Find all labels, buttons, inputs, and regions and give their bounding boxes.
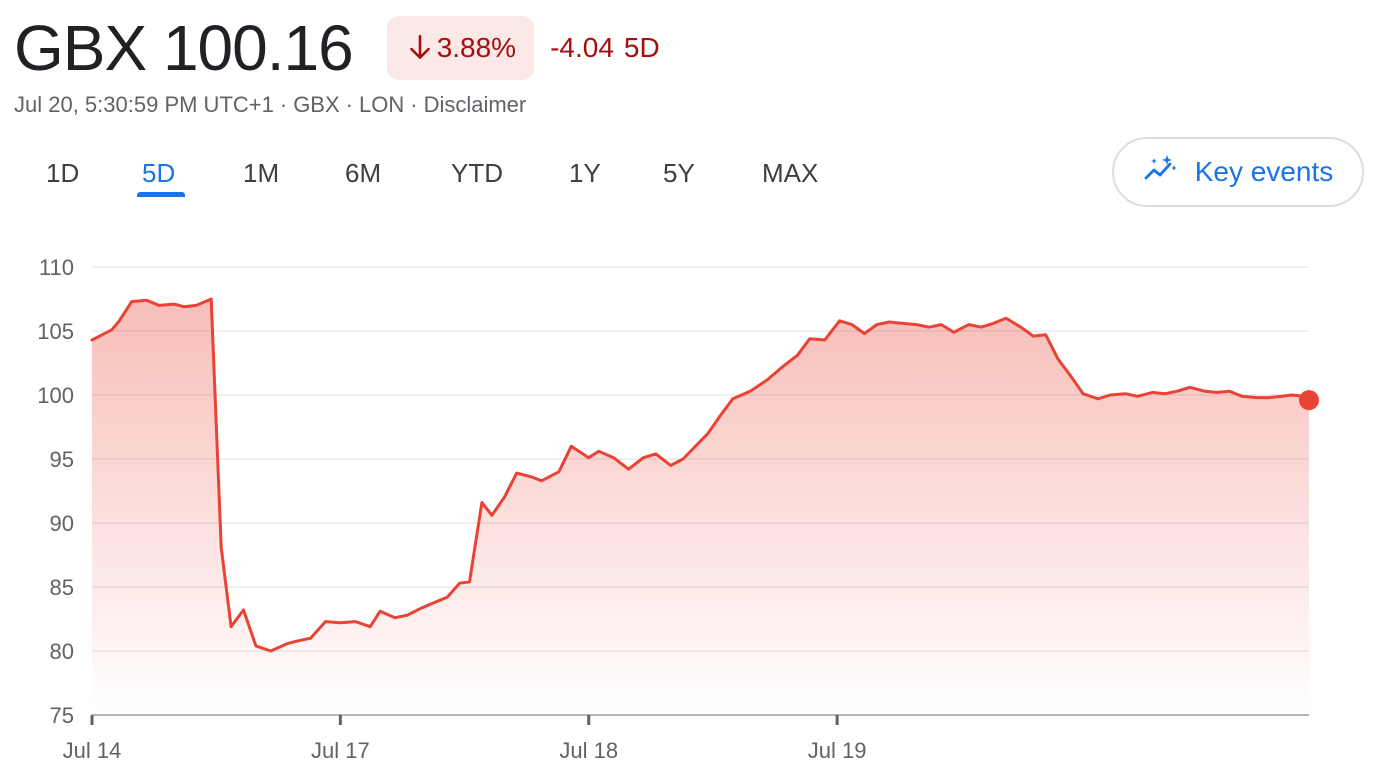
y-tick-label: 110: [39, 255, 74, 280]
exchange: LON: [358, 92, 405, 117]
tab-5y[interactable]: 5Y: [663, 158, 695, 188]
separator: ·: [279, 92, 288, 117]
currency: GBX: [293, 92, 340, 117]
change-percent: 3.88%: [436, 32, 517, 63]
sparkle-trend-icon: [1143, 151, 1179, 194]
timestamp: Jul 20, 5:30:59 PM UTC+1: [14, 92, 274, 117]
x-tick-label: Jul 18: [559, 738, 618, 763]
last-price-marker: [1299, 390, 1319, 411]
key-events-label: Key events: [1194, 156, 1334, 187]
current-price: GBX 100.16: [14, 12, 354, 84]
disclaimer-link[interactable]: Disclaimer: [423, 92, 527, 117]
y-axis-labels: 110 105 100 95 90 85 80 75: [37, 255, 74, 728]
active-tab-indicator: [137, 192, 185, 197]
separator: ·: [345, 92, 353, 117]
arrow-down-icon: [407, 33, 433, 63]
y-tick-label: 75: [50, 703, 74, 728]
tab-ytd[interactable]: YTD: [451, 158, 503, 188]
price-line: [90, 297, 1311, 653]
x-tick-label: Jul 19: [808, 738, 867, 763]
x-tick-label: Jul 14: [63, 738, 122, 763]
y-tick-label: 85: [50, 575, 74, 600]
tab-6m[interactable]: 6M: [345, 158, 382, 188]
tab-5d[interactable]: 5D: [142, 158, 176, 188]
separator: ·: [410, 92, 418, 117]
price-header: GBX 100.16 3.88% -4.04 5D: [14, 8, 660, 88]
change-absolute: -4.04 5D: [550, 32, 660, 64]
key-events-button[interactable]: Key events: [1112, 137, 1364, 207]
y-tick-label: 90: [50, 511, 74, 536]
change-period: 5D: [623, 32, 660, 63]
tab-1m[interactable]: 1M: [243, 158, 280, 188]
x-axis-ticks: Jul 14 Jul 17 Jul 18 Jul 19: [63, 715, 867, 763]
change-abs-value: -4.04: [550, 32, 614, 63]
tab-1y[interactable]: 1Y: [569, 158, 601, 188]
x-tick-label: Jul 17: [311, 738, 370, 763]
y-tick-label: 105: [37, 319, 74, 344]
tab-max[interactable]: MAX: [762, 158, 819, 188]
quote-meta: Jul 20, 5:30:59 PM UTC+1 · GBX · LON · Disclai…: [14, 92, 526, 118]
y-tick-label: 100: [37, 383, 74, 408]
y-tick-label: 95: [50, 447, 74, 472]
price-area-fill: [92, 299, 1309, 715]
y-tick-label: 80: [50, 639, 74, 664]
tab-1d[interactable]: 1D: [46, 158, 80, 188]
change-percent-badge: 3.88%: [386, 16, 535, 80]
